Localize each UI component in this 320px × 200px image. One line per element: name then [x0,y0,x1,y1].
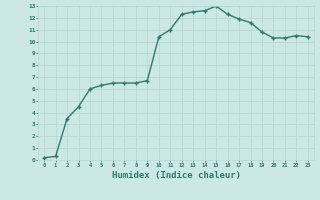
X-axis label: Humidex (Indice chaleur): Humidex (Indice chaleur) [111,171,241,180]
